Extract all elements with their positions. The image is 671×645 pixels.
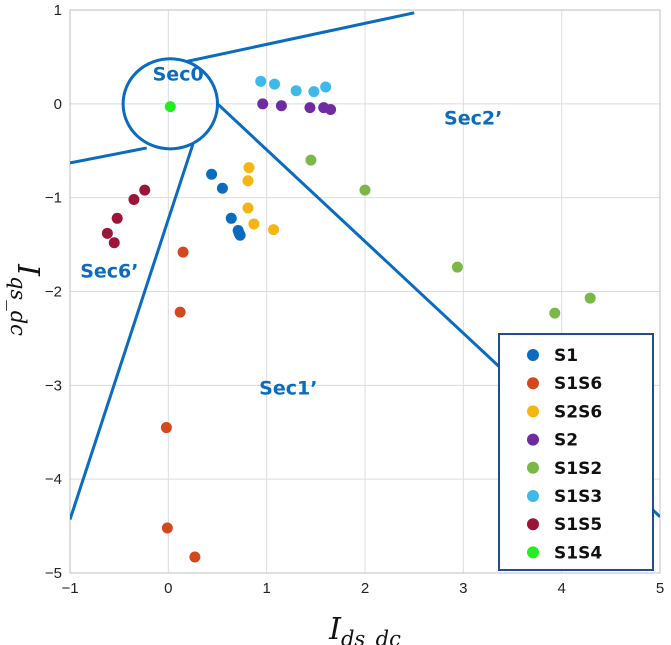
legend-label: S1S3 bbox=[554, 487, 602, 507]
data-point-s2 bbox=[275, 100, 287, 112]
legend-label: S1S6 bbox=[554, 374, 602, 394]
legend-entries: S1 S1S6 S2S6 S2 S1S2 S1S3 S1S5 S1S4 bbox=[527, 346, 602, 563]
legend-box bbox=[498, 333, 654, 571]
y-axis-label: Iqs_dc bbox=[6, 263, 45, 336]
data-point-s1s3 bbox=[308, 86, 320, 98]
legend-marker bbox=[527, 405, 539, 418]
sector-boundary-line bbox=[70, 143, 195, 520]
data-point-s2 bbox=[257, 98, 269, 110]
data-point-s1s2 bbox=[451, 261, 463, 273]
data-point-s1s5 bbox=[108, 237, 120, 249]
data-point-s1s6 bbox=[174, 306, 186, 318]
legend-label: S2S6 bbox=[554, 402, 602, 422]
y-tick-label: −5 bbox=[45, 565, 62, 582]
legend-label: S2 bbox=[554, 431, 578, 451]
data-point-s2 bbox=[304, 102, 316, 114]
data-point-s1s5 bbox=[111, 212, 123, 224]
x-tick-label: 2 bbox=[361, 580, 369, 597]
x-axis-label-main: I bbox=[328, 612, 342, 645]
y-tick-label: −1 bbox=[45, 190, 62, 207]
data-point-s1s6 bbox=[177, 246, 189, 258]
x-axis-label: Ids_dc bbox=[328, 612, 401, 645]
data-point-s2s6 bbox=[243, 162, 255, 174]
legend-marker bbox=[527, 349, 539, 361]
data-point-s1s5 bbox=[139, 184, 151, 196]
legend-label: S1S5 bbox=[554, 515, 602, 535]
y-tick-label: −3 bbox=[45, 377, 62, 394]
y-axis-label-main: I bbox=[10, 263, 45, 277]
data-point-s1s3 bbox=[255, 75, 267, 87]
data-point-s2 bbox=[325, 103, 337, 115]
x-tick-label: −1 bbox=[61, 580, 78, 597]
data-point-s2s6 bbox=[242, 175, 254, 187]
legend-marker bbox=[527, 433, 539, 446]
y-tick-label: −4 bbox=[45, 471, 62, 488]
data-point-s1s6 bbox=[160, 422, 172, 434]
data-point-s2s6 bbox=[268, 224, 280, 236]
data-point-s1s3 bbox=[290, 85, 302, 97]
x-tick-label: 0 bbox=[164, 580, 172, 597]
data-point-s1s3 bbox=[269, 78, 281, 90]
legend-marker bbox=[527, 377, 539, 390]
legend-marker bbox=[527, 490, 539, 502]
legend-marker bbox=[527, 461, 539, 474]
data-point-s2s6 bbox=[248, 218, 260, 230]
data-point-s1 bbox=[216, 182, 228, 194]
legend-label: S1S4 bbox=[554, 543, 602, 563]
legend-marker bbox=[527, 546, 539, 559]
sector-label: Sec1’ bbox=[259, 378, 317, 400]
data-point-s1s2 bbox=[305, 154, 317, 166]
sector-label: Sec0 bbox=[153, 63, 204, 85]
data-point-s1 bbox=[233, 227, 245, 239]
plot-area-frame bbox=[69, 9, 661, 574]
sector-label: Sec6’ bbox=[80, 260, 138, 282]
y-axis-ticks: 1 0 −1 −2 −3 −4 −5 bbox=[45, 2, 62, 582]
data-point-s1s2 bbox=[359, 184, 371, 196]
data-point-s1s5 bbox=[101, 227, 113, 239]
data-point-s1s2 bbox=[584, 292, 596, 304]
legend-label: S1 bbox=[554, 346, 578, 366]
data-point-s1 bbox=[225, 212, 237, 224]
x-axis-ticks: −1 0 1 2 3 4 5 bbox=[61, 580, 664, 597]
x-tick-label: 4 bbox=[557, 580, 565, 597]
x-tick-label: 5 bbox=[656, 580, 664, 597]
data-point-s1s4 bbox=[164, 101, 176, 113]
data-points bbox=[101, 75, 596, 563]
data-point-s1 bbox=[206, 168, 218, 180]
data-point-s1s3 bbox=[320, 81, 332, 93]
data-point-s1s5 bbox=[128, 194, 140, 206]
sector-label: Sec2’ bbox=[444, 107, 502, 129]
y-tick-label: 1 bbox=[54, 2, 62, 19]
sector-labels: Sec0 Sec2’ Sec6’ Sec1’ bbox=[80, 63, 502, 399]
y-tick-label: −2 bbox=[45, 284, 62, 301]
y-tick-label: 0 bbox=[54, 96, 62, 113]
legend: S1 S1S6 S2S6 S2 S1S2 S1S3 S1S5 S1S4 bbox=[498, 333, 654, 571]
sector-0-circle bbox=[121, 57, 220, 151]
data-point-s1s2 bbox=[549, 307, 561, 319]
sector-boundary-line bbox=[185, 11, 415, 64]
legend-label: S1S2 bbox=[554, 459, 602, 479]
legend-marker bbox=[527, 518, 539, 531]
data-point-s1s6 bbox=[161, 522, 173, 534]
x-tick-label: 3 bbox=[459, 580, 467, 597]
sector-boundary-line bbox=[70, 146, 147, 165]
y-axis-label-sub: qs_dc bbox=[6, 276, 30, 336]
x-axis-label-sub: ds_dc bbox=[341, 627, 401, 645]
data-point-s2s6 bbox=[242, 202, 254, 214]
data-point-s1s6 bbox=[189, 551, 201, 563]
x-tick-label: 1 bbox=[262, 580, 270, 597]
